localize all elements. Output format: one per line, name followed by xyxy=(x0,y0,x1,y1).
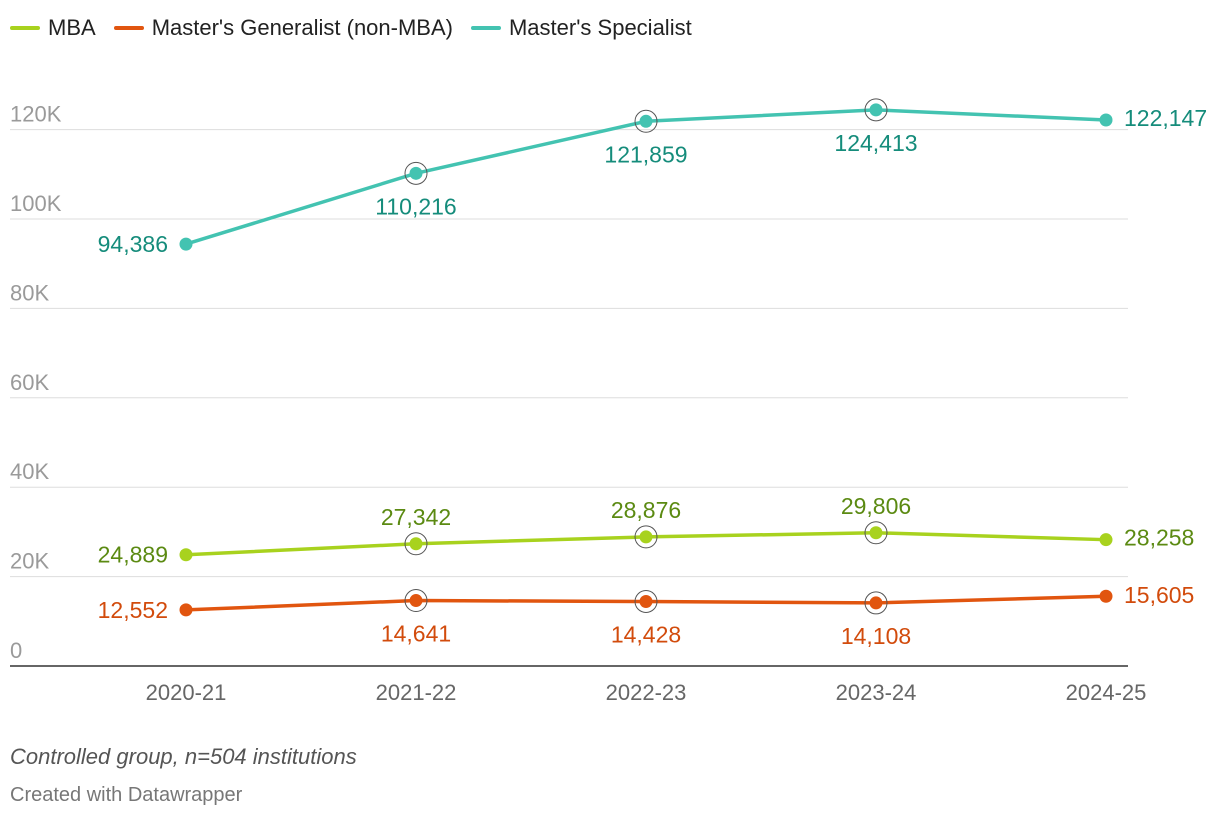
chart-notes: Controlled group, n=504 institutions xyxy=(10,744,357,769)
legend-swatch xyxy=(470,26,501,30)
data-point xyxy=(409,166,423,180)
chart-credit: Created with Datawrapper xyxy=(10,784,243,806)
legend-label: Master's Generalist (non-MBA) xyxy=(151,15,453,40)
highlight-ring xyxy=(864,591,888,615)
data-label: 24,889 xyxy=(98,542,168,568)
data-point xyxy=(1099,589,1113,603)
data-label: 15,605 xyxy=(1124,582,1194,608)
data-point xyxy=(639,595,653,609)
highlight-ring xyxy=(634,109,658,133)
data-point xyxy=(179,237,193,251)
highlight-ring xyxy=(404,589,428,613)
highlight-ring xyxy=(634,525,658,549)
x-tick-label: 2022-23 xyxy=(606,680,687,705)
line-chart: 0 20K 40K 60K 80K 100K 120K 2020-21 2021-22 2022-… xyxy=(10,98,1207,705)
x-tick-label: 2020-21 xyxy=(146,680,227,705)
y-tick-label: 40K xyxy=(10,459,49,484)
y-tick-label: 80K xyxy=(10,280,49,305)
chart-legend: MBA Master's Generalist (non-MBA) Master's… xyxy=(10,14,710,42)
y-tick-label: 0 xyxy=(10,638,22,663)
data-point xyxy=(409,594,423,608)
legend-swatch xyxy=(113,26,144,30)
x-tick-label: 2024-25 xyxy=(1066,680,1147,705)
legend-label: Master's Specialist xyxy=(508,15,692,40)
data-label: 124,413 xyxy=(834,130,917,156)
data-label: 94,386 xyxy=(98,231,168,257)
data-label: 29,806 xyxy=(841,493,911,519)
data-point xyxy=(1099,533,1113,547)
data-label: 122,147 xyxy=(1124,105,1207,131)
data-label: 28,876 xyxy=(611,497,681,523)
y-tick-label: 120K xyxy=(10,102,62,127)
legend-item: MBA xyxy=(10,15,96,41)
highlight-ring xyxy=(634,590,658,614)
data-point xyxy=(639,530,653,544)
highlight-ring xyxy=(404,532,428,556)
data-point xyxy=(639,114,653,128)
data-point xyxy=(179,548,193,562)
y-tick-label: 60K xyxy=(10,370,49,395)
data-label: 14,108 xyxy=(841,623,911,649)
data-label: 27,342 xyxy=(381,504,451,530)
highlight-ring xyxy=(864,98,888,122)
data-point xyxy=(869,596,883,610)
y-tick-label: 20K xyxy=(10,549,49,574)
x-tick-label: 2023-24 xyxy=(836,680,917,705)
data-point xyxy=(1099,113,1113,127)
data-point xyxy=(179,603,193,617)
highlight-ring xyxy=(864,521,888,545)
data-point xyxy=(409,537,423,551)
data-label: 28,258 xyxy=(1124,525,1194,551)
data-label: 121,859 xyxy=(604,141,687,167)
legend-item: Master's Specialist xyxy=(470,15,692,41)
highlight-ring xyxy=(404,161,428,185)
data-label: 14,428 xyxy=(611,622,681,648)
data-point xyxy=(869,526,883,540)
y-tick-label: 100K xyxy=(10,191,62,216)
data-label: 14,641 xyxy=(381,621,451,647)
data-point xyxy=(869,103,883,117)
legend-label: MBA xyxy=(48,15,96,40)
x-tick-label: 2021-22 xyxy=(376,680,457,705)
data-label: 110,216 xyxy=(375,193,456,219)
legend-item: Master's Generalist (non-MBA) xyxy=(113,15,453,41)
legend-swatch xyxy=(10,26,40,30)
data-label: 12,552 xyxy=(98,597,168,623)
